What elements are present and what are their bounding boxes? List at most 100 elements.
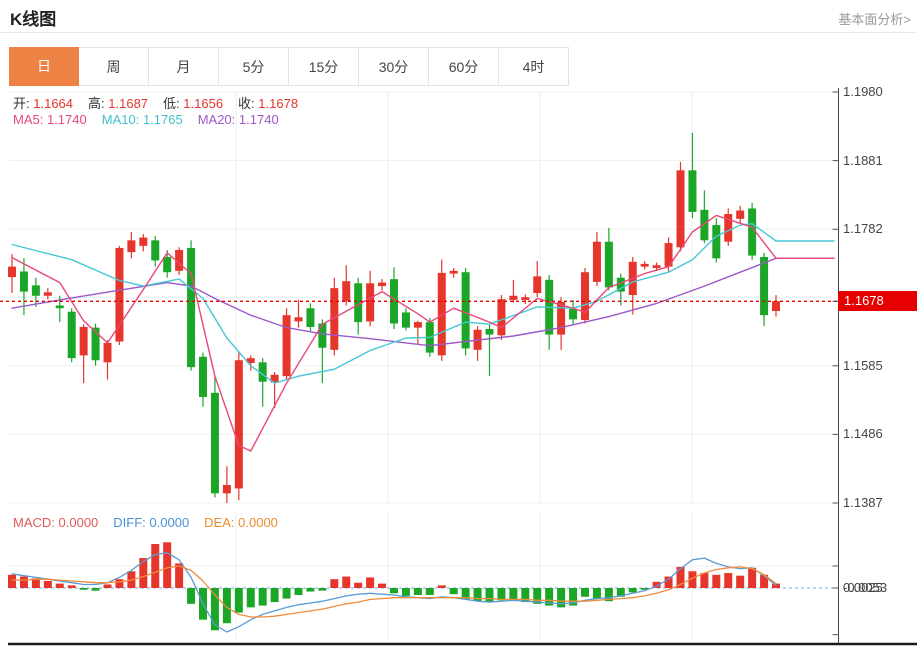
tab-2[interactable]: 月 [149,47,219,86]
macd-bar [640,588,649,590]
macd-legend-item: MACD: 0.0000 [13,515,98,530]
candle-body [199,356,207,397]
candle-body [533,276,542,293]
candle-body [115,247,124,342]
candle-body [604,241,613,288]
ma5-line [11,214,835,452]
macd-bar [330,579,339,588]
macd-bar [139,558,148,588]
macd-bar [724,573,733,588]
macd-bar [521,588,530,603]
legend-value: 1.1664 [33,96,74,111]
macd-bar [246,588,255,608]
candle-body [294,317,303,322]
diff-line [11,552,777,633]
candle-body [772,301,780,312]
candle-body [55,305,64,309]
legend-value: 1.1765 [142,112,183,127]
tab-1[interactable]: 周 [79,47,149,86]
candle-body [652,265,661,269]
ohlc-legend-item: 高: 1.1687 [88,93,148,112]
candle-body [700,209,709,241]
macd-bar [425,588,434,596]
candle-body [592,241,601,282]
candle-body [270,374,279,383]
macd-bar [79,588,88,590]
candle-body [485,329,494,335]
legend-label: 高: [88,96,105,111]
macd-bar [437,585,446,588]
macd-bar [676,566,685,588]
price-axis-label: 1.1980 [843,84,883,99]
candle-body [390,279,398,324]
candle-body [306,308,315,327]
macd-bar [592,588,601,599]
candle-body [688,170,697,212]
candle-body [616,277,625,292]
candle-body [258,362,267,382]
tab-0[interactable]: 日 [9,47,79,86]
candle-body [736,210,745,219]
candle-body [557,302,566,335]
ma-legend-item: MA5: 1.1740 [13,112,87,127]
legend-value: 1.1656 [183,96,224,111]
macd-bar [390,588,398,594]
tab-3[interactable]: 5分 [219,47,289,86]
macd-bar [700,573,709,588]
page-title: K线图 [10,10,57,29]
candle-body [330,288,339,350]
macd-bar [55,583,64,588]
legend-value: 1.1687 [108,96,149,111]
legend-value: 1.1740 [238,112,279,127]
macd-legend: MACD: 0.0000 DIFF: 0.0000 DEA: 0.0000 [13,515,278,530]
legend-value: 1.1678 [258,96,299,111]
macd-bar [688,571,697,588]
candle-body [8,266,16,278]
macd-bar [569,588,578,606]
legend-label: DEA: [204,515,235,530]
price-axis-label: 1.1387 [843,495,883,510]
candle-body [79,326,88,356]
macd-bar [533,588,542,604]
candle-body [664,243,673,267]
candle-body [640,263,649,267]
macd-bar [760,574,769,588]
macd-bar [31,578,40,588]
legend-label: 低: [163,96,180,111]
macd-bar [8,574,16,588]
candle-body [187,247,196,368]
candle-body [569,308,578,320]
macd-bar [664,576,673,588]
candle-body [724,213,733,242]
current-price-badge: 1.1678 [838,291,917,312]
macd-bar [318,588,327,591]
macd-bar [175,563,184,588]
tab-4[interactable]: 15分 [289,47,359,86]
candle-body [509,295,518,300]
candle-body [103,342,112,363]
ohlc-legend: 开: 1.1664 高: 1.1687 低: 1.1656 收: 1.1678 [13,93,298,112]
macd-bar [67,585,76,588]
candle-body [91,327,100,361]
candle-body [31,285,40,296]
candle-body [437,272,446,356]
tab-7[interactable]: 4时 [499,47,569,86]
macd-bar [616,588,625,597]
candle-body [139,237,148,246]
candle-body [354,283,363,323]
candle-body [222,484,231,494]
tab-6[interactable]: 60分 [429,47,499,86]
macd-bar [103,584,112,588]
fundamental-analysis-link[interactable]: 基本面分析> [838,12,911,27]
macd-bar [509,588,518,600]
price-axis-label: 1.1881 [843,152,883,168]
macd-bar [545,588,554,606]
candle-body [282,315,291,377]
tab-5[interactable]: 30分 [359,47,429,86]
price-axis-label: 1.1585 [843,357,883,373]
candle-body [497,299,506,336]
candle-body [581,272,589,321]
candle-body [43,292,52,296]
ma-legend-item: MA10: 1.1765 [102,112,183,127]
